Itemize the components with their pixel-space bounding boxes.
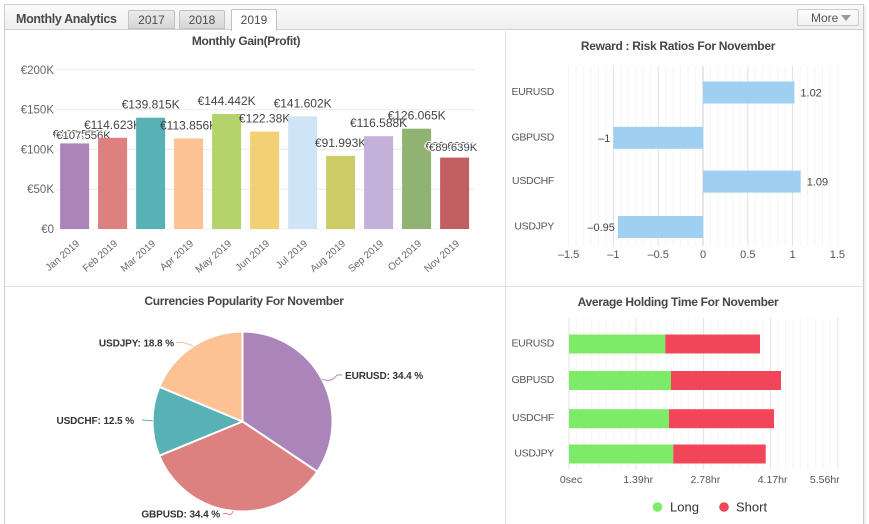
- svg-text:GBPUSD: GBPUSD: [511, 131, 554, 143]
- svg-text:Jan 2019: Jan 2019: [44, 238, 83, 274]
- svg-text:USDCHF: USDCHF: [512, 175, 554, 187]
- svg-text:€89.639K: €89.639K: [429, 142, 478, 154]
- svg-text:€100K: €100K: [21, 144, 55, 156]
- svg-text:€0: €0: [41, 224, 54, 236]
- svg-text:Oct 2019: Oct 2019: [386, 238, 424, 273]
- svg-text:1.5: 1.5: [830, 249, 845, 261]
- svg-text:Average Holding Time For Novem: Average Holding Time For November: [578, 295, 779, 309]
- svg-text:€141.602K: €141.602K: [274, 96, 332, 110]
- svg-text:–0.5: –0.5: [647, 249, 668, 261]
- svg-text:€126.065K: €126.065K: [388, 109, 446, 123]
- svg-text:€107.556K: €107.556K: [53, 128, 108, 140]
- svg-text:Jun 2019: Jun 2019: [234, 238, 273, 274]
- svg-text:1: 1: [790, 249, 796, 261]
- svg-text:Aug 2019: Aug 2019: [309, 238, 349, 275]
- svg-text:EURUSD: EURUSD: [511, 86, 554, 98]
- svg-text:–0.95: –0.95: [587, 222, 615, 234]
- svg-text:–1: –1: [607, 249, 619, 261]
- svg-text:€144.442K: €144.442K: [198, 94, 256, 108]
- svg-text:Reward : Risk Ratios For Novem: Reward : Risk Ratios For November: [581, 39, 776, 53]
- svg-text:€114.623K: €114.623K: [84, 118, 141, 132]
- svg-text:€200K: €200K: [21, 65, 55, 77]
- svg-text:Short: Short: [736, 500, 767, 515]
- svg-text:EURUSD: 34.4 %: EURUSD: 34.4 %: [345, 371, 423, 382]
- svg-text:€122.38K: €122.38K: [239, 112, 290, 126]
- svg-text:Long: Long: [670, 500, 699, 515]
- svg-text:€91.993K: €91.993K: [315, 136, 366, 150]
- svg-text:0.5: 0.5: [740, 249, 755, 261]
- svg-text:Monthly Gain(Profit): Monthly Gain(Profit): [192, 34, 301, 48]
- svg-text:€113.856K: €113.856K: [160, 118, 217, 132]
- svg-text:€50K: €50K: [27, 184, 54, 196]
- svg-text:4.17hr: 4.17hr: [758, 474, 788, 486]
- svg-text:USDJPY: USDJPY: [514, 448, 554, 460]
- svg-text:USDJPY: USDJPY: [514, 221, 554, 233]
- svg-text:May 2019: May 2019: [194, 238, 235, 275]
- svg-text:Mar 2019: Mar 2019: [119, 238, 158, 274]
- svg-text:1.09: 1.09: [807, 177, 828, 189]
- svg-text:€107.556K: €107.556K: [56, 130, 111, 142]
- svg-text:GBPUSD: GBPUSD: [511, 374, 554, 386]
- svg-text:2.78hr: 2.78hr: [691, 474, 721, 486]
- svg-text:Apr 2019: Apr 2019: [158, 238, 196, 273]
- svg-text:–1: –1: [598, 133, 610, 145]
- svg-text:€89.639K: €89.639K: [425, 141, 474, 153]
- svg-text:5.56hr: 5.56hr: [810, 474, 840, 486]
- svg-text:USDCHF: USDCHF: [512, 412, 554, 424]
- svg-text:Nov 2019: Nov 2019: [423, 238, 463, 275]
- svg-text:USDCHF: 12.5 %: USDCHF: 12.5 %: [56, 416, 134, 427]
- svg-text:€150K: €150K: [21, 105, 55, 117]
- svg-text:USDJPY: 18.8 %: USDJPY: 18.8 %: [99, 339, 174, 350]
- svg-text:Feb 2019: Feb 2019: [81, 238, 120, 274]
- svg-text:0sec: 0sec: [560, 474, 582, 486]
- svg-text:€139.815K: €139.815K: [122, 98, 180, 112]
- svg-text:0: 0: [700, 249, 706, 261]
- svg-text:1.02: 1.02: [800, 88, 821, 100]
- svg-text:EURUSD: EURUSD: [511, 338, 554, 350]
- svg-text:€116.588K: €116.588K: [350, 116, 407, 130]
- svg-text:GBPUSD: 34.4 %: GBPUSD: 34.4 %: [141, 510, 220, 521]
- svg-text:Jul 2019: Jul 2019: [274, 238, 310, 271]
- svg-text:Sep 2019: Sep 2019: [347, 238, 387, 275]
- svg-text:Currencies Popularity For Nove: Currencies Popularity For November: [144, 294, 344, 308]
- svg-text:1.39hr: 1.39hr: [623, 474, 653, 486]
- svg-text:–1.5: –1.5: [558, 249, 579, 261]
